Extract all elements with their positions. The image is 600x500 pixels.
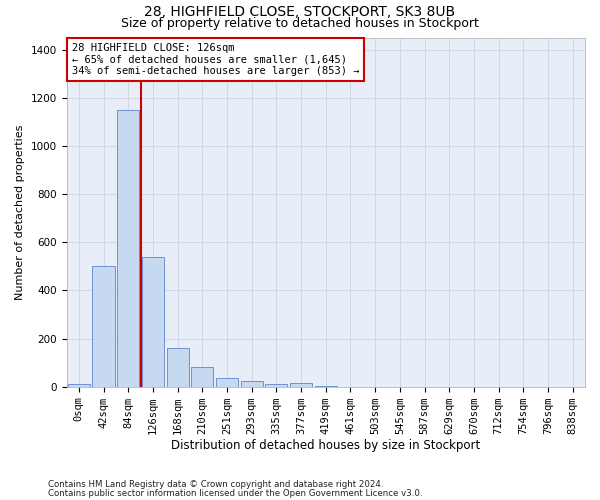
Bar [265,384,287,386]
Bar [216,378,238,386]
Bar [117,110,139,386]
Text: 28 HIGHFIELD CLOSE: 126sqm
← 65% of detached houses are smaller (1,645)
34% of s: 28 HIGHFIELD CLOSE: 126sqm ← 65% of deta… [72,42,359,76]
Bar [167,348,189,387]
Text: Contains public sector information licensed under the Open Government Licence v3: Contains public sector information licen… [48,488,422,498]
Bar [241,380,263,386]
Bar [142,256,164,386]
Text: Size of property relative to detached houses in Stockport: Size of property relative to detached ho… [121,18,479,30]
Bar [290,383,312,386]
Bar [68,384,90,386]
Text: 28, HIGHFIELD CLOSE, STOCKPORT, SK3 8UB: 28, HIGHFIELD CLOSE, STOCKPORT, SK3 8UB [145,5,455,19]
Bar [92,266,115,386]
Bar [191,368,214,386]
Y-axis label: Number of detached properties: Number of detached properties [15,124,25,300]
Text: Contains HM Land Registry data © Crown copyright and database right 2024.: Contains HM Land Registry data © Crown c… [48,480,383,489]
X-axis label: Distribution of detached houses by size in Stockport: Distribution of detached houses by size … [171,440,481,452]
